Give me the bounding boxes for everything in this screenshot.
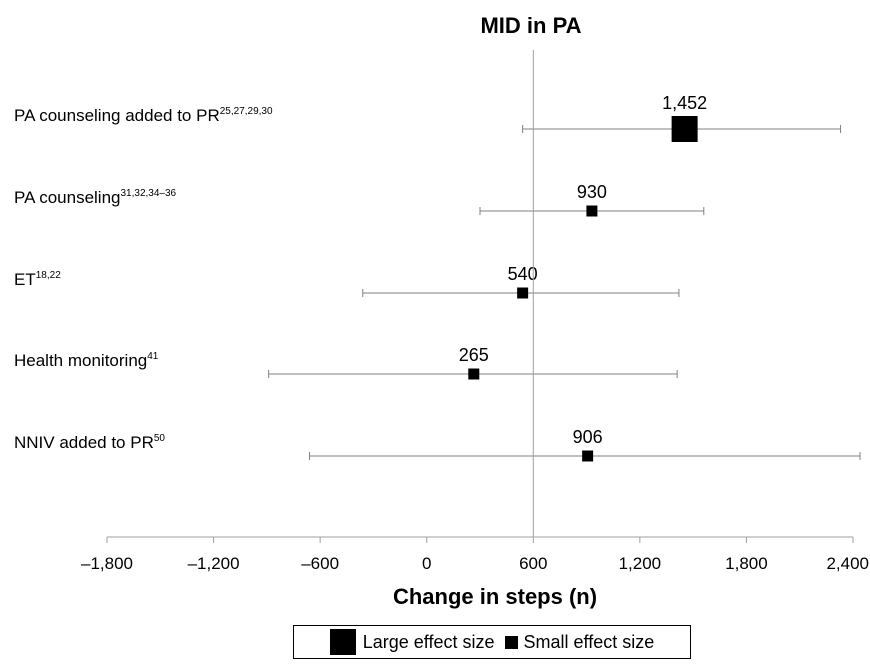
- x-axis-ticks: –1,800 –1,200 –600 0 600 1,200 1,800 2,400: [81, 537, 869, 573]
- category-label: ET18,22: [14, 270, 61, 289]
- forest-row: NNIV added to PR50 906: [14, 427, 861, 462]
- category-label: PA counseling added to PR25,27,29,30: [14, 106, 273, 125]
- small-square-marker-icon: [504, 635, 518, 649]
- small-effect-marker: [582, 450, 594, 462]
- category-label: PA counseling31,32,34–36: [14, 188, 177, 207]
- legend-item-small: Small effect size: [495, 631, 655, 653]
- forest-row: ET18,22 540: [14, 264, 680, 299]
- forest-row: PA counseling31,32,34–36 930: [14, 182, 705, 217]
- legend-item-large: Large effect size: [329, 629, 495, 655]
- category-label: Health monitoring41: [14, 351, 159, 370]
- x-tick-label: –1,800: [81, 554, 133, 573]
- x-tick-label: –1,200: [188, 554, 240, 573]
- value-label: 906: [573, 427, 603, 447]
- legend: Large effect size Small effect size: [293, 625, 691, 659]
- forest-row: Health monitoring41 265: [14, 345, 678, 380]
- x-tick-label: –600: [301, 554, 339, 573]
- small-effect-marker: [517, 287, 529, 299]
- value-label: 540: [508, 264, 538, 284]
- value-label: 265: [459, 345, 489, 365]
- small-effect-marker: [586, 205, 598, 217]
- forest-row: PA counseling added to PR25,27,29,30 1,45…: [14, 93, 842, 142]
- legend-label-small: Small effect size: [523, 631, 655, 652]
- value-label: 1,452: [662, 93, 707, 113]
- legend-label-large: Large effect size: [362, 631, 495, 652]
- x-tick-label: 0: [422, 554, 431, 573]
- small-effect-marker: [468, 368, 480, 380]
- plot-area: PA counseling added to PR25,27,29,30 1,45…: [14, 93, 861, 462]
- x-tick-label: 600: [519, 554, 547, 573]
- chart-title: MID in PA: [480, 13, 581, 38]
- large-effect-marker: [671, 116, 698, 142]
- x-tick-label: 2,400: [826, 554, 869, 573]
- value-label: 930: [577, 182, 607, 202]
- x-tick-label: 1,800: [725, 554, 768, 573]
- x-axis-label: Change in steps (n): [393, 584, 597, 609]
- category-label: NNIV added to PR50: [14, 433, 165, 452]
- large-square-marker-icon: [329, 629, 356, 655]
- x-tick-label: 1,200: [619, 554, 662, 573]
